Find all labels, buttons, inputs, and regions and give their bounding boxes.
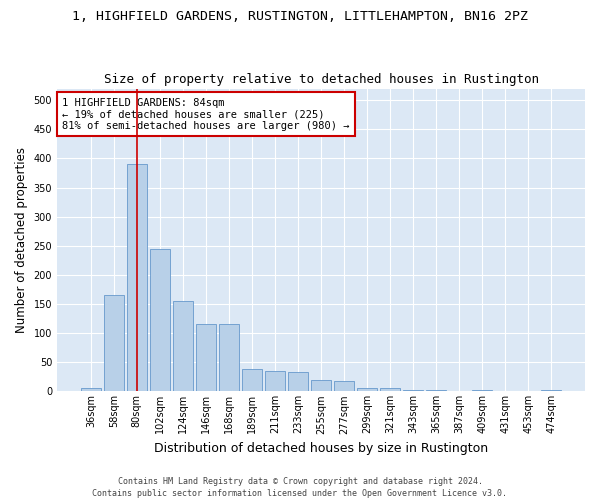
- Bar: [472, 390, 492, 392]
- Bar: [173, 301, 193, 392]
- Title: Size of property relative to detached houses in Rustington: Size of property relative to detached ho…: [104, 73, 539, 86]
- Bar: [150, 248, 170, 392]
- Text: 1 HIGHFIELD GARDENS: 84sqm
← 19% of detached houses are smaller (225)
81% of sem: 1 HIGHFIELD GARDENS: 84sqm ← 19% of deta…: [62, 98, 350, 131]
- Text: 1, HIGHFIELD GARDENS, RUSTINGTON, LITTLEHAMPTON, BN16 2PZ: 1, HIGHFIELD GARDENS, RUSTINGTON, LITTLE…: [72, 10, 528, 23]
- Bar: [104, 296, 124, 392]
- Bar: [81, 388, 101, 392]
- Bar: [219, 324, 239, 392]
- Bar: [311, 380, 331, 392]
- Bar: [265, 371, 285, 392]
- Bar: [357, 388, 377, 392]
- Bar: [380, 388, 400, 392]
- Bar: [127, 164, 146, 392]
- Y-axis label: Number of detached properties: Number of detached properties: [15, 147, 28, 333]
- X-axis label: Distribution of detached houses by size in Rustington: Distribution of detached houses by size …: [154, 442, 488, 455]
- Bar: [541, 390, 561, 392]
- Text: Contains HM Land Registry data © Crown copyright and database right 2024.
Contai: Contains HM Land Registry data © Crown c…: [92, 476, 508, 498]
- Bar: [403, 390, 423, 392]
- Bar: [334, 381, 354, 392]
- Bar: [242, 370, 262, 392]
- Bar: [288, 372, 308, 392]
- Bar: [427, 390, 446, 392]
- Bar: [196, 324, 216, 392]
